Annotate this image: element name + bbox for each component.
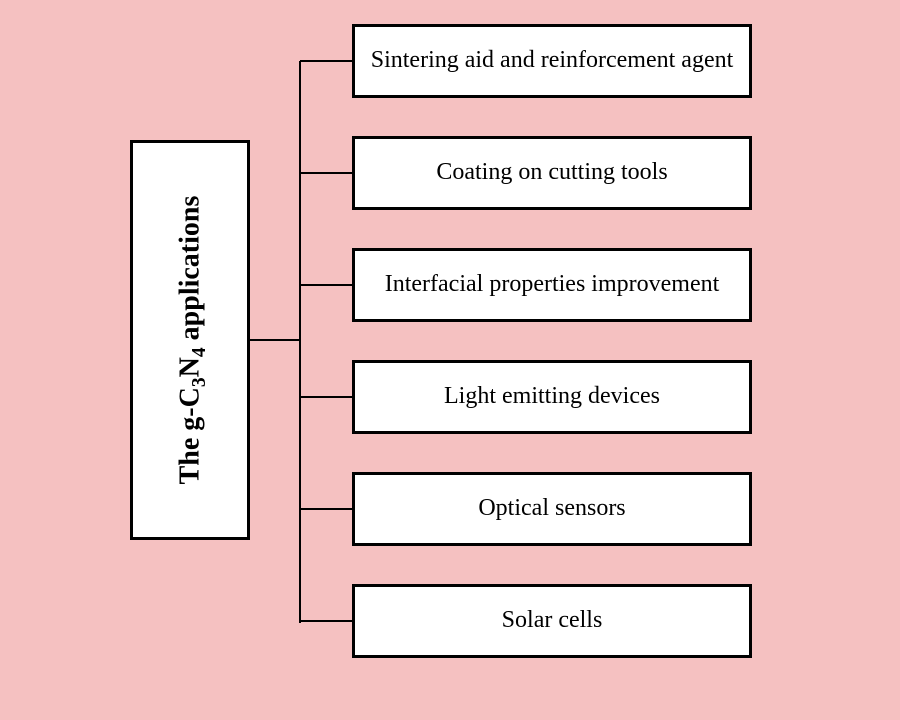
branch-connector-5 (300, 620, 352, 622)
branch-connector-3 (300, 396, 352, 398)
child-node-3: Light emitting devices (352, 360, 752, 434)
child-node-5: Solar cells (352, 584, 752, 658)
branch-connector-1 (300, 172, 352, 174)
root-label: The g-C3N4 applications (174, 196, 206, 485)
child-node-2: Interfacial properties improvement (352, 248, 752, 322)
child-node-4: Optical sensors (352, 472, 752, 546)
root-connector (250, 339, 301, 341)
branch-connector-4 (300, 508, 352, 510)
branch-connector-0 (300, 60, 352, 62)
child-node-0: Sintering aid and reinforcement agent (352, 24, 752, 98)
root-node: The g-C3N4 applications (130, 140, 250, 540)
branch-connector-2 (300, 284, 352, 286)
trunk-connector (299, 61, 301, 623)
child-node-1: Coating on cutting tools (352, 136, 752, 210)
